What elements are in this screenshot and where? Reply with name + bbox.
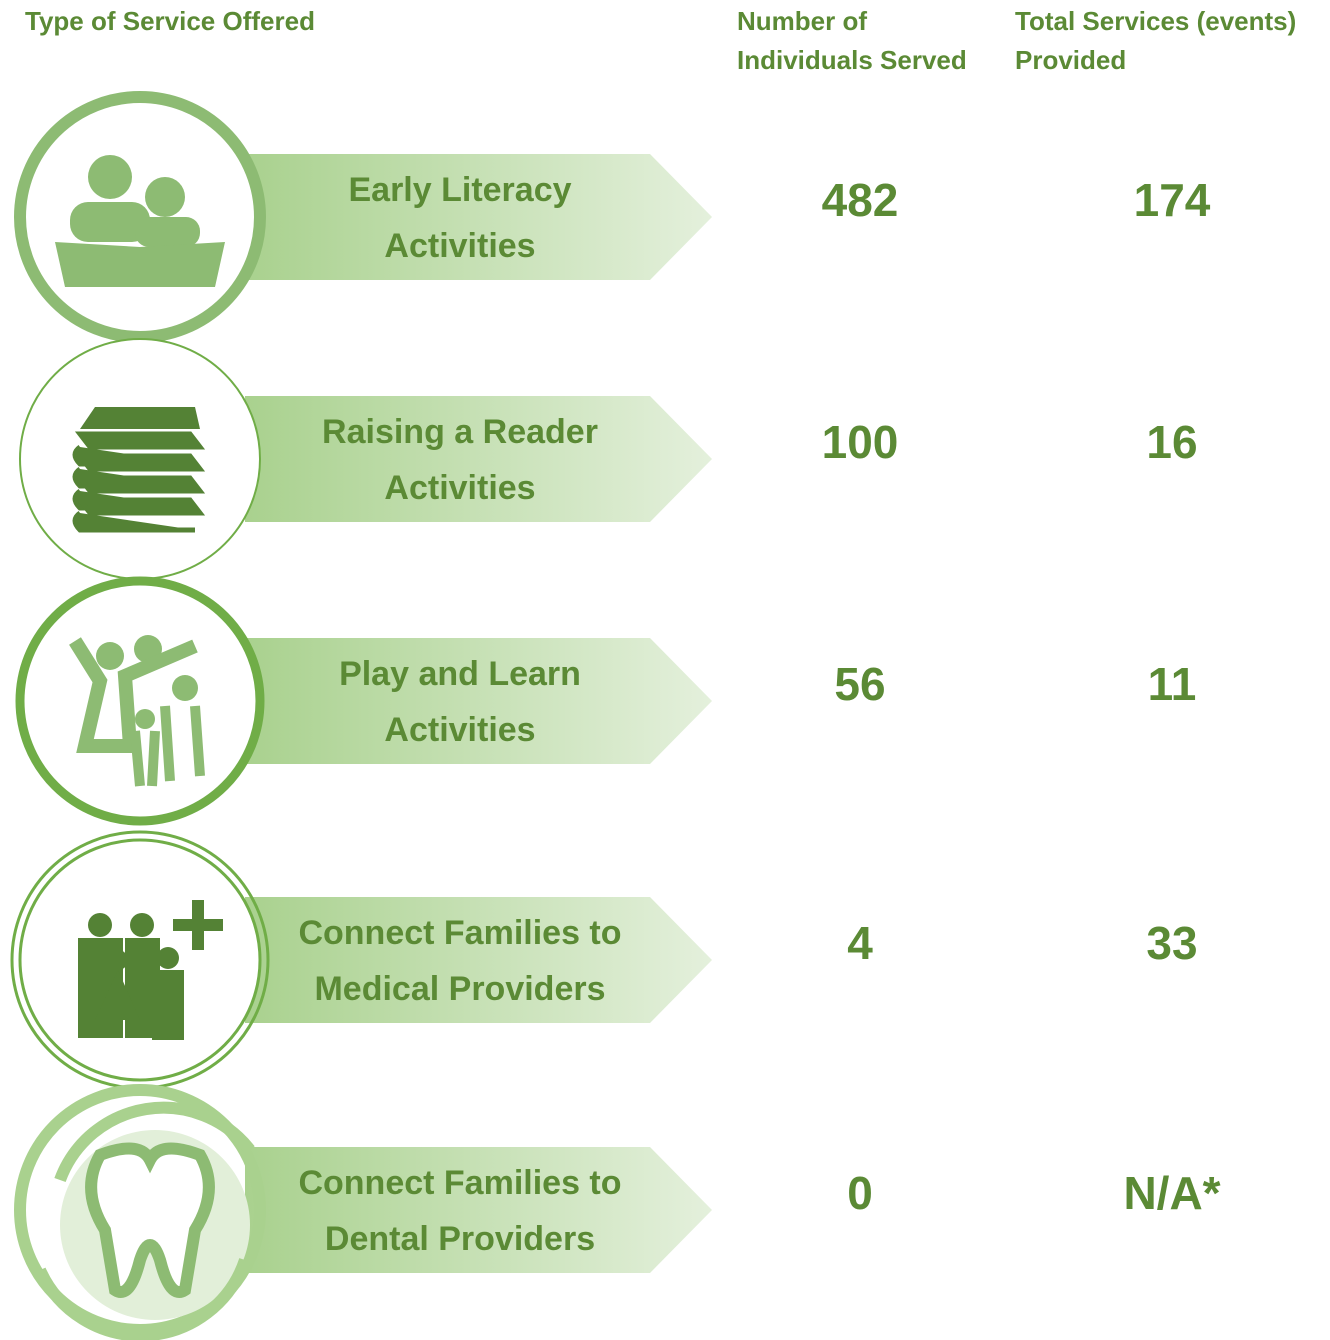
banner [245, 638, 712, 764]
banner [245, 396, 712, 522]
services-provided: 33 [1146, 917, 1197, 969]
icon [69, 635, 205, 787]
banner [245, 1147, 712, 1273]
icon [34, 1101, 255, 1340]
icon [55, 155, 225, 287]
service-label: Medical Providers [314, 970, 605, 1008]
icon [78, 900, 223, 1040]
header-service: Type of Service Offered [25, 6, 315, 36]
header-services: Provided [1015, 45, 1126, 75]
service-label: Dental Providers [325, 1220, 595, 1258]
service-label: Early Literacy [348, 171, 571, 209]
service-label: Raising a Reader [322, 413, 598, 451]
services-provided: 174 [1134, 174, 1211, 226]
service-label: Activities [384, 711, 535, 749]
service-label: Activities [384, 469, 535, 507]
individuals-served: 56 [834, 658, 885, 710]
banner [245, 897, 712, 1023]
header-individuals: Number of [737, 6, 867, 36]
services-provided: 11 [1148, 658, 1197, 710]
individuals-served: 0 [847, 1167, 873, 1219]
services-provided: 16 [1146, 416, 1197, 468]
individuals-served: 4 [847, 917, 873, 969]
rows: Early Literacy Activities 482 174 Raising a … [10, 91, 1221, 1340]
individuals-served: 100 [822, 416, 899, 468]
header-individuals: Individuals Served [737, 45, 967, 75]
service-label: Activities [384, 227, 535, 265]
header-services: Total Services (events) [1015, 6, 1296, 36]
banner [245, 154, 712, 280]
service-label: Connect Families to [298, 914, 621, 952]
service-label: Connect Families to [298, 1164, 621, 1202]
individuals-served: 482 [822, 174, 899, 226]
services-provided: N/A* [1123, 1167, 1220, 1219]
service-label: Play and Learn [339, 655, 581, 693]
icon [72, 407, 206, 533]
